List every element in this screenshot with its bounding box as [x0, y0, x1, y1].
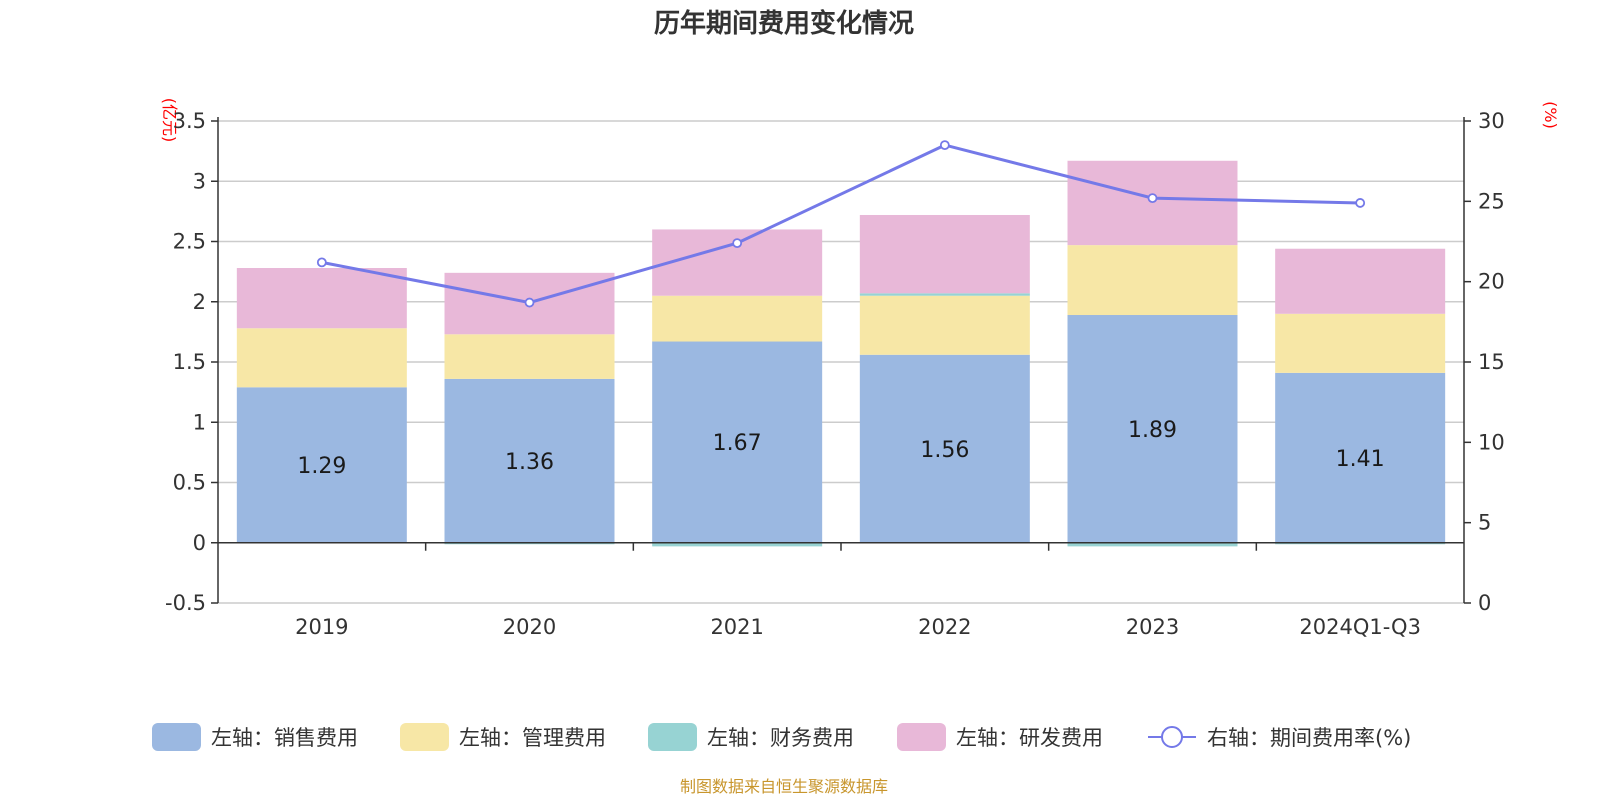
- bar-segment: [859, 214, 1030, 294]
- x-axis-tick-label: 2024Q1-Q3: [1299, 615, 1421, 639]
- left-axis-tick-label: 1.5: [173, 350, 206, 374]
- rate-point: [1147, 193, 1158, 204]
- legend-swatch: [648, 723, 697, 751]
- source-note: 制图数据来自恒生聚源数据库: [680, 777, 888, 796]
- x-axis-tick-label: 2019: [295, 615, 348, 639]
- bar-segment: [652, 295, 823, 342]
- bar-segment: [859, 295, 1030, 355]
- right-axis-tick-label: 15: [1478, 350, 1505, 374]
- left-axis-tick-label: 2: [193, 290, 206, 314]
- right-axis-tick-label: 5: [1478, 511, 1491, 535]
- right-axis-tick-label: 30: [1478, 109, 1505, 133]
- rate-point: [524, 297, 535, 308]
- left-axis-tick-label: -0.5: [165, 591, 206, 615]
- bar-segment: [1067, 315, 1238, 543]
- bar-segment: [1067, 542, 1238, 547]
- bar-segment: [859, 354, 1030, 543]
- x-axis-tick-label: 2021: [710, 615, 763, 639]
- bar-segment: [652, 542, 823, 547]
- chart-title: 历年期间费用变化情况: [654, 8, 914, 39]
- bar-segment: [236, 387, 407, 543]
- legend: 左轴：销售费用 左轴：管理费用 左轴：财务费用 左轴：研发费用 右轴：期间费用率(%): [152, 723, 1411, 751]
- right-axis-tick-label: 0: [1478, 591, 1491, 615]
- bar-segment: [236, 268, 407, 329]
- x-axis-tick-label: 2023: [1126, 615, 1179, 639]
- legend-label: 左轴：销售费用: [211, 726, 358, 750]
- left-axis-tick-label: 0: [193, 531, 206, 555]
- bar-segment: [1275, 372, 1446, 543]
- bar-segment: [1275, 313, 1446, 373]
- x-axis-tick-label: 2020: [503, 615, 556, 639]
- bar-segment: [236, 328, 407, 388]
- left-axis-tick-label: 3: [193, 169, 206, 193]
- legend-swatch: [897, 723, 946, 751]
- bar-value-label: 1.41: [1336, 447, 1385, 472]
- bar-value-label: 1.56: [920, 438, 969, 463]
- rate-point: [732, 238, 743, 249]
- bar-value-label: 1.36: [505, 450, 554, 475]
- left-axis-tick-label: 2.5: [173, 230, 206, 254]
- right-axis-unit: (%): [1541, 101, 1560, 129]
- legend-marker: [1161, 726, 1183, 748]
- bar-segment: [1067, 245, 1238, 316]
- legend-swatch: [400, 723, 449, 751]
- axes-layer: -0.5 0 0.5 1 1.5 2 2.5 3 3.5 0 5 10 15 20 25 30 2019 2020…: [165, 109, 1505, 639]
- legend-label: 左轴：管理费用: [459, 726, 606, 750]
- bar-segment: [444, 334, 615, 379]
- bar-label-layer: 1.29 1.36 1.67 1.56 1.89 1.41: [297, 418, 1384, 479]
- bar-value-label: 1.67: [713, 431, 762, 456]
- rate-line: [321, 143, 1361, 305]
- right-axis-tick-label: 10: [1478, 430, 1505, 454]
- rate-point: [316, 257, 327, 268]
- rate-point: [939, 140, 950, 151]
- bar-segment: [444, 378, 615, 543]
- left-axis-unit: (亿元): [160, 98, 179, 143]
- legend-label: 右轴：期间费用率(%): [1207, 726, 1411, 750]
- rate-point: [1355, 198, 1366, 208]
- left-axis-tick-label: 1: [193, 410, 206, 434]
- right-axis-tick-label: 20: [1478, 270, 1505, 294]
- bar-segment: [1275, 248, 1446, 314]
- right-axis-tick-label: 25: [1478, 189, 1505, 213]
- left-axis-tick-label: 0.5: [173, 471, 206, 495]
- rate-line-layer: [316, 140, 1366, 308]
- bar-value-label: 1.29: [297, 454, 346, 479]
- legend-label: 左轴：财务费用: [707, 726, 854, 750]
- legend-label: 左轴：研发费用: [956, 726, 1103, 750]
- bar-segment: [652, 341, 823, 543]
- x-axis-tick-label: 2022: [918, 615, 971, 639]
- bar-segment: [859, 293, 1030, 296]
- left-axis-tick-label: 3.5: [173, 109, 206, 133]
- bar-value-label: 1.89: [1128, 418, 1177, 443]
- bar-layer: [236, 160, 1446, 547]
- legend-swatch: [152, 723, 201, 751]
